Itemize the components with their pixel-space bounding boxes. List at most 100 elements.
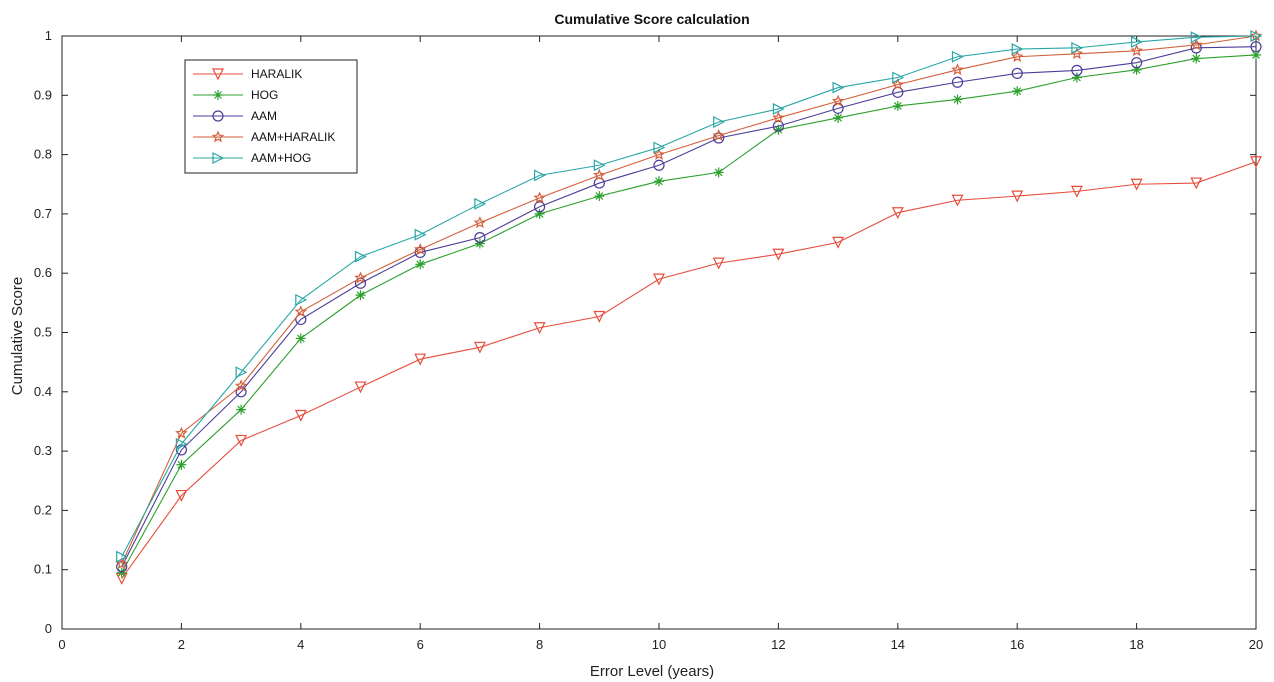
- data-point: [594, 191, 605, 202]
- legend-label: AAM: [251, 109, 277, 123]
- x-tick-label: 18: [1129, 637, 1143, 652]
- x-tick-label: 0: [58, 637, 65, 652]
- legend-label: AAM+HARALIK: [251, 130, 335, 144]
- data-point: [354, 271, 367, 284]
- y-tick-label: 0.5: [34, 325, 52, 340]
- legend-marker: [211, 130, 225, 143]
- data-point: [653, 273, 665, 286]
- series-layer: [115, 29, 1263, 585]
- data-point: [533, 201, 546, 213]
- x-tick-label: 6: [417, 637, 424, 652]
- data-point: [474, 197, 487, 210]
- data-point: [234, 379, 248, 392]
- data-point: [533, 191, 546, 204]
- data-point: [1190, 177, 1203, 190]
- legend-entry: HOG: [193, 88, 278, 102]
- data-point: [593, 168, 606, 181]
- axes: 0 2 4 6 8 10 12 14 16 18 20 0 0.1 0.2 0.3 0.4 0.5 0.6 0.7 0…: [34, 28, 1263, 652]
- x-tick-label: 12: [771, 637, 785, 652]
- data-point: [713, 167, 724, 178]
- data-point: [354, 381, 367, 394]
- legend-entry: AAM: [193, 109, 277, 123]
- data-point: [1011, 43, 1024, 56]
- data-point: [116, 567, 127, 578]
- data-point: [773, 124, 784, 135]
- y-tick-label: 0.2: [34, 502, 52, 517]
- series-line: [121, 35, 1257, 564]
- chart-title: Cumulative Score calculation: [554, 11, 749, 27]
- data-point: [951, 63, 964, 76]
- data-point: [892, 71, 905, 84]
- data-point: [474, 232, 486, 244]
- data-point: [593, 159, 606, 172]
- data-point: [295, 293, 308, 306]
- series-hog: [116, 49, 1261, 578]
- data-point: [891, 78, 905, 90]
- data-point: [414, 353, 427, 366]
- data-point: [712, 257, 725, 270]
- data-point: [294, 409, 307, 422]
- y-tick-label: 0.6: [34, 265, 52, 280]
- x-axis-label: Error Level (years): [590, 663, 714, 680]
- data-point: [1191, 53, 1202, 64]
- data-point: [652, 148, 666, 160]
- y-tick-label: 0.9: [34, 87, 52, 102]
- data-point: [473, 341, 486, 354]
- data-point: [653, 159, 665, 171]
- data-point: [1131, 64, 1142, 75]
- data-point: [1012, 86, 1023, 97]
- series-aam: [116, 41, 1262, 573]
- data-point: [712, 129, 725, 141]
- data-point: [593, 310, 606, 323]
- data-point: [1190, 38, 1203, 51]
- data-point: [1190, 31, 1203, 44]
- legend-marker: [212, 110, 224, 122]
- data-point: [1071, 64, 1083, 76]
- series-line: [121, 54, 1257, 573]
- data-point: [892, 100, 903, 111]
- data-point: [1070, 185, 1083, 198]
- x-tick-label: 8: [536, 637, 543, 652]
- data-point: [415, 259, 426, 270]
- legend-label: HARALIK: [251, 67, 302, 81]
- data-point: [175, 438, 188, 450]
- data-point: [1071, 41, 1084, 54]
- legend-entry: AAM+HARALIK: [193, 130, 335, 144]
- data-point: [236, 404, 247, 415]
- data-point: [1011, 67, 1023, 79]
- series-haralik: [115, 156, 1262, 585]
- data-point: [1250, 41, 1262, 53]
- x-tick-label: 20: [1249, 637, 1263, 652]
- y-tick-label: 0.7: [34, 206, 52, 221]
- y-axis-label: Cumulative Score: [9, 277, 26, 395]
- legend-marker: [212, 152, 225, 164]
- data-point: [654, 176, 664, 187]
- x-tick-label: 4: [297, 637, 304, 652]
- data-point: [116, 561, 128, 573]
- legend-entry: AAM+HOG: [193, 151, 311, 165]
- y-tick-label: 0.4: [34, 384, 52, 399]
- data-point: [175, 489, 188, 502]
- legend-marker: [212, 68, 224, 81]
- data-point: [653, 141, 666, 154]
- data-point: [413, 242, 427, 255]
- series-line: [121, 46, 1257, 567]
- data-point: [175, 426, 188, 439]
- data-point: [235, 386, 247, 398]
- data-point: [772, 120, 785, 132]
- data-point: [533, 169, 546, 182]
- data-point: [772, 102, 785, 115]
- data-point: [772, 248, 785, 261]
- data-point: [1071, 72, 1082, 83]
- data-point: [414, 228, 427, 241]
- data-point: [952, 94, 963, 105]
- legend: HARALIK HOG AAM AAM+HARALIK AAM+HOG: [184, 59, 358, 174]
- data-point: [1010, 50, 1024, 63]
- data-point: [294, 305, 308, 318]
- series-line: [121, 161, 1257, 579]
- x-tick-label: 16: [1010, 637, 1024, 652]
- data-point: [295, 333, 306, 344]
- data-point: [176, 459, 187, 470]
